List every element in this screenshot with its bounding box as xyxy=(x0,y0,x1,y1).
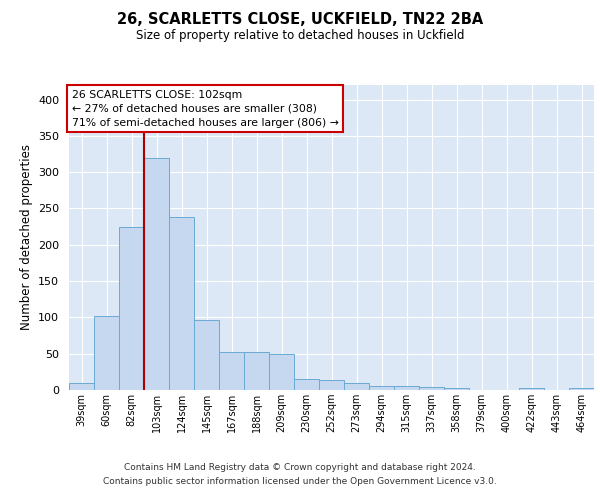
Bar xyxy=(144,158,169,390)
Bar xyxy=(344,382,369,390)
Bar xyxy=(319,380,344,390)
Bar xyxy=(294,379,319,390)
Bar xyxy=(419,387,444,390)
Text: 26 SCARLETTS CLOSE: 102sqm
← 27% of detached houses are smaller (308)
71% of sem: 26 SCARLETTS CLOSE: 102sqm ← 27% of deta… xyxy=(71,90,338,128)
Bar xyxy=(94,316,119,390)
Bar xyxy=(519,388,544,390)
Text: Contains public sector information licensed under the Open Government Licence v3: Contains public sector information licen… xyxy=(103,477,497,486)
Bar xyxy=(194,320,219,390)
Bar xyxy=(219,352,244,390)
Bar xyxy=(369,386,394,390)
Text: 26, SCARLETTS CLOSE, UCKFIELD, TN22 2BA: 26, SCARLETTS CLOSE, UCKFIELD, TN22 2BA xyxy=(117,12,483,28)
Bar xyxy=(269,354,294,390)
Y-axis label: Number of detached properties: Number of detached properties xyxy=(20,144,32,330)
Bar xyxy=(169,217,194,390)
Bar xyxy=(119,226,144,390)
Bar xyxy=(444,388,469,390)
Text: Size of property relative to detached houses in Uckfield: Size of property relative to detached ho… xyxy=(136,29,464,42)
Bar xyxy=(569,388,594,390)
Bar xyxy=(244,352,269,390)
Text: Contains HM Land Registry data © Crown copyright and database right 2024.: Contains HM Land Registry data © Crown c… xyxy=(124,464,476,472)
Bar xyxy=(69,382,94,390)
Bar xyxy=(394,386,419,390)
